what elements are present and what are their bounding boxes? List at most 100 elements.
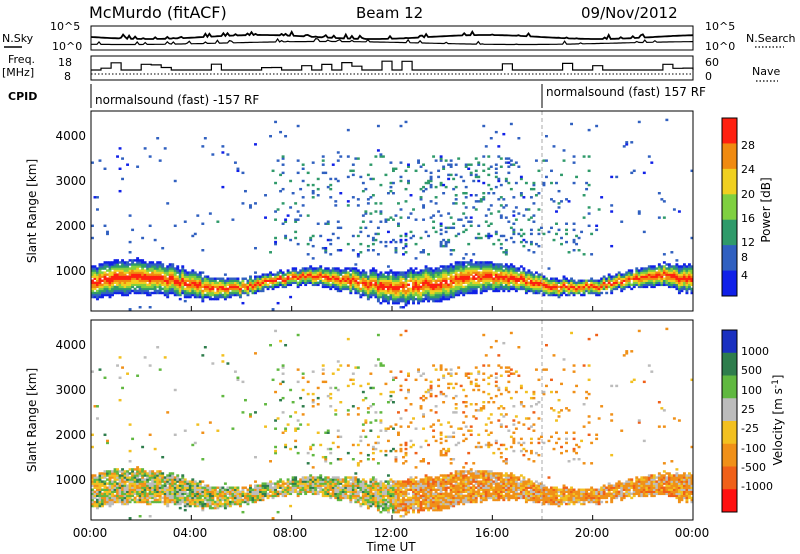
power-cell bbox=[565, 198, 568, 201]
power-cell bbox=[274, 275, 278, 278]
power-cell bbox=[379, 291, 383, 295]
power-cell bbox=[672, 271, 676, 274]
velocity-cell bbox=[356, 464, 360, 467]
power-cell bbox=[637, 279, 641, 282]
power-cell bbox=[223, 289, 227, 293]
power-cell bbox=[379, 275, 383, 278]
power-cell bbox=[477, 271, 481, 274]
velocity-cell bbox=[299, 423, 303, 426]
velocity-cell bbox=[196, 482, 200, 485]
power-cell bbox=[404, 281, 408, 285]
velocity-cell bbox=[326, 484, 330, 487]
power-cell bbox=[580, 285, 584, 289]
power-cell bbox=[361, 291, 365, 295]
power-cell bbox=[522, 269, 526, 272]
power-cell bbox=[381, 297, 385, 301]
velocity-cell bbox=[133, 468, 137, 471]
power-cell bbox=[379, 212, 383, 215]
power-cell bbox=[482, 279, 486, 282]
power-cell bbox=[414, 289, 418, 293]
power-cell bbox=[329, 283, 333, 287]
power-cell bbox=[163, 289, 167, 293]
power-cell bbox=[369, 220, 373, 223]
velocity-cell bbox=[126, 488, 130, 491]
power-cell bbox=[226, 277, 230, 280]
velocity-cell bbox=[116, 498, 119, 502]
velocity-cell bbox=[108, 490, 112, 494]
velocity-cell bbox=[168, 498, 172, 502]
power-cell bbox=[281, 202, 285, 205]
power-cell bbox=[439, 244, 443, 248]
power-cell bbox=[464, 289, 468, 293]
velocity-cell bbox=[151, 484, 155, 487]
power-cell bbox=[374, 291, 378, 295]
power-cell bbox=[186, 285, 190, 289]
velocity-cell bbox=[98, 486, 102, 489]
nave-tick-top: 60 bbox=[705, 56, 719, 69]
velocity-cell bbox=[259, 498, 262, 502]
velocity-cell bbox=[131, 474, 135, 477]
power-cell bbox=[479, 289, 483, 293]
velocity-cell bbox=[123, 476, 127, 479]
power-cell bbox=[196, 277, 200, 280]
velocity-cell bbox=[289, 490, 293, 494]
velocity-cell bbox=[203, 504, 207, 508]
power-cell bbox=[113, 267, 117, 270]
velocity-cell bbox=[291, 484, 295, 487]
velocity-cell bbox=[173, 488, 177, 491]
velocity-cell bbox=[281, 482, 285, 485]
velocity-cell bbox=[126, 490, 130, 494]
power-cell bbox=[228, 285, 232, 289]
velocity-cell bbox=[131, 470, 135, 473]
power-cell bbox=[442, 285, 446, 289]
velocity-cell bbox=[354, 496, 358, 500]
velocity-cell bbox=[193, 502, 197, 506]
velocity-cell bbox=[241, 510, 245, 514]
power-cell bbox=[640, 285, 644, 289]
power-cell bbox=[442, 297, 446, 301]
power-cell bbox=[482, 155, 486, 158]
velocity-cell bbox=[319, 476, 323, 479]
power-cell bbox=[376, 297, 380, 301]
velocity-cell bbox=[326, 394, 330, 398]
power-cell bbox=[168, 291, 172, 295]
velocity-cell bbox=[131, 468, 135, 471]
power-cell bbox=[449, 269, 453, 272]
velocity-cell bbox=[356, 494, 360, 498]
power-cell bbox=[279, 281, 283, 285]
power-cell bbox=[133, 273, 137, 276]
power-cell bbox=[121, 287, 125, 291]
power-cell bbox=[206, 283, 210, 287]
power-cell bbox=[161, 275, 165, 278]
velocity-cell bbox=[91, 504, 94, 508]
power-cell bbox=[193, 295, 197, 299]
power-cell bbox=[131, 283, 135, 287]
power-cell bbox=[577, 249, 581, 252]
velocity-cell bbox=[118, 496, 122, 500]
power-cell bbox=[171, 273, 175, 276]
power-cell bbox=[459, 267, 463, 270]
power-cell bbox=[687, 283, 691, 287]
power-cell bbox=[281, 277, 285, 280]
power-cell bbox=[617, 283, 621, 287]
power-cell bbox=[492, 267, 496, 270]
velocity-cell bbox=[231, 488, 235, 491]
power-cell bbox=[386, 299, 390, 303]
power-cell bbox=[662, 269, 666, 272]
power-cell bbox=[507, 165, 511, 168]
power-cell bbox=[356, 273, 360, 276]
power-cell bbox=[667, 265, 671, 268]
power-cell bbox=[138, 291, 142, 295]
power-cell bbox=[123, 291, 127, 295]
velocity-cell bbox=[166, 494, 170, 498]
velocity-cell bbox=[339, 482, 343, 485]
power-cell bbox=[218, 279, 222, 282]
power-cell bbox=[429, 216, 433, 219]
power-cell bbox=[427, 181, 431, 185]
power-cell bbox=[311, 191, 315, 195]
velocity-cell bbox=[101, 502, 104, 506]
velocity-cell bbox=[161, 480, 165, 483]
velocity-cell bbox=[173, 502, 177, 506]
velocity-cell bbox=[364, 419, 368, 422]
velocity-cell bbox=[128, 486, 132, 489]
